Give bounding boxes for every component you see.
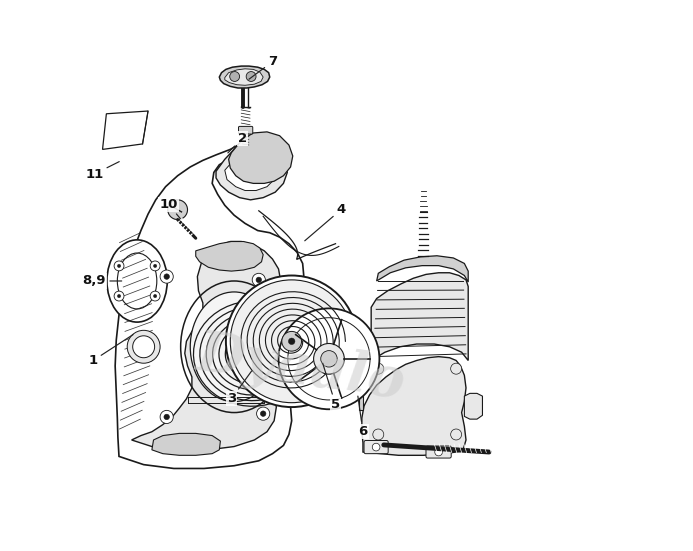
Circle shape [114,291,124,301]
Text: 4: 4 [305,203,346,241]
Polygon shape [225,152,277,191]
Circle shape [164,414,169,420]
Circle shape [114,261,124,271]
Polygon shape [362,356,466,455]
Circle shape [261,411,266,417]
Circle shape [226,276,358,407]
Ellipse shape [191,292,278,402]
Circle shape [160,270,173,283]
Circle shape [117,264,121,268]
Polygon shape [377,256,468,282]
Circle shape [373,429,384,440]
Polygon shape [152,434,220,455]
Circle shape [450,363,462,374]
Text: 10: 10 [159,198,180,219]
Polygon shape [132,241,281,450]
Text: 11: 11 [85,161,119,181]
Circle shape [246,72,256,82]
Circle shape [150,261,160,271]
Text: 8,9: 8,9 [82,274,122,288]
Circle shape [256,407,270,420]
Circle shape [321,350,337,367]
Ellipse shape [107,240,167,322]
Text: 3: 3 [227,371,252,406]
Circle shape [372,443,380,451]
Circle shape [230,280,353,403]
Circle shape [279,309,379,409]
Polygon shape [229,132,292,183]
Circle shape [450,429,462,440]
Text: 1: 1 [89,334,133,367]
Circle shape [252,273,265,287]
Polygon shape [219,66,270,88]
FancyBboxPatch shape [238,126,253,134]
Polygon shape [464,393,482,419]
Circle shape [282,331,301,351]
Circle shape [435,448,442,456]
Polygon shape [225,69,263,85]
Polygon shape [195,241,263,271]
Circle shape [288,338,295,344]
FancyBboxPatch shape [426,446,451,458]
Text: 7: 7 [249,55,277,79]
Circle shape [164,274,169,279]
Polygon shape [115,139,304,468]
Text: Dyaalo: Dyaalo [192,327,408,410]
Circle shape [153,294,157,298]
Circle shape [117,294,121,298]
Circle shape [160,410,173,424]
Text: 6: 6 [358,396,367,438]
FancyBboxPatch shape [364,440,388,453]
Circle shape [150,291,160,301]
Text: 5: 5 [323,363,340,411]
Polygon shape [371,273,468,360]
Text: 2: 2 [228,132,247,153]
Circle shape [373,363,384,374]
Polygon shape [358,382,363,410]
Circle shape [153,264,157,268]
Circle shape [168,200,188,220]
Polygon shape [216,139,288,200]
Circle shape [128,330,160,363]
Circle shape [314,343,344,374]
Circle shape [229,72,240,82]
Circle shape [132,336,155,358]
Circle shape [256,277,261,283]
Polygon shape [103,111,148,149]
